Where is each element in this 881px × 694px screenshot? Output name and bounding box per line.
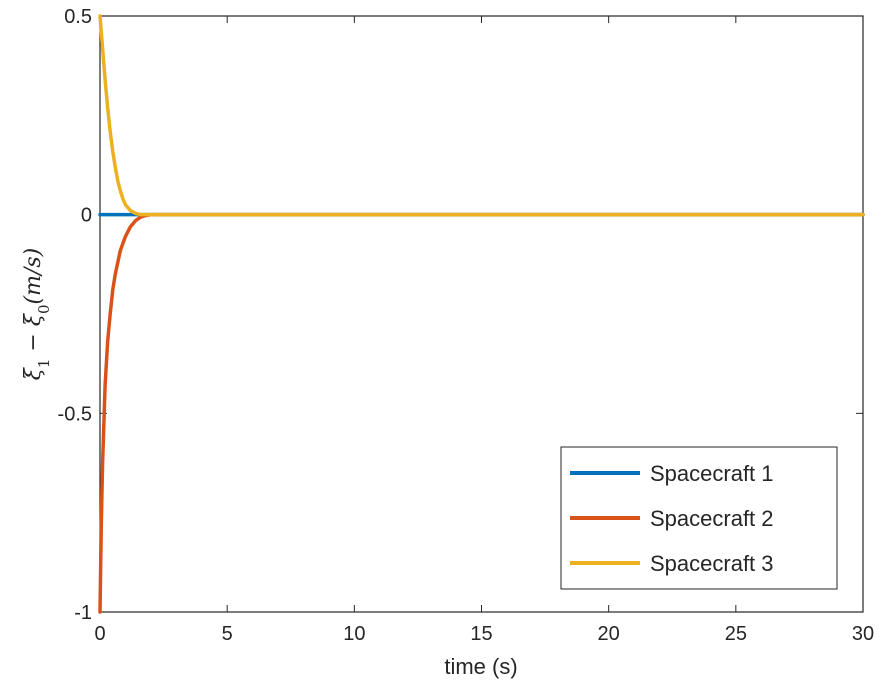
legend-label-spacecraft-2: Spacecraft 2 bbox=[650, 506, 774, 531]
x-tick-label: 15 bbox=[470, 623, 492, 645]
y-axis-label: ξ1 − ξ0(m/s) bbox=[21, 248, 53, 381]
axis-ticks bbox=[99, 15, 864, 613]
x-tick-label: 5 bbox=[222, 623, 233, 645]
x-tick-labels: 0 5 10 15 20 25 30 bbox=[94, 623, 874, 645]
legend-label-spacecraft-1: Spacecraft 1 bbox=[650, 461, 774, 486]
y-tick-label: 0 bbox=[81, 205, 92, 227]
y-tick-label: 0.5 bbox=[64, 6, 92, 28]
x-tick-label: 10 bbox=[343, 623, 365, 645]
legend-label-spacecraft-3: Spacecraft 3 bbox=[650, 551, 774, 576]
series-line-spacecraft-3 bbox=[98, 14, 865, 217]
x-axis-label: time (s) bbox=[444, 654, 517, 679]
y-tick-label: -1 bbox=[74, 602, 92, 624]
series-layer bbox=[98, 14, 865, 614]
x-tick-label: 30 bbox=[852, 623, 874, 645]
y-tick-label: -0.5 bbox=[58, 403, 92, 425]
x-tick-label: 25 bbox=[725, 623, 747, 645]
x-tick-label: 0 bbox=[94, 623, 105, 645]
legend: Spacecraft 1 Spacecraft 2 Spacecraft 3 bbox=[560, 446, 838, 590]
y-tick-labels: -1 -0.5 0 0.5 bbox=[58, 6, 92, 624]
x-tick-label: 20 bbox=[598, 623, 620, 645]
